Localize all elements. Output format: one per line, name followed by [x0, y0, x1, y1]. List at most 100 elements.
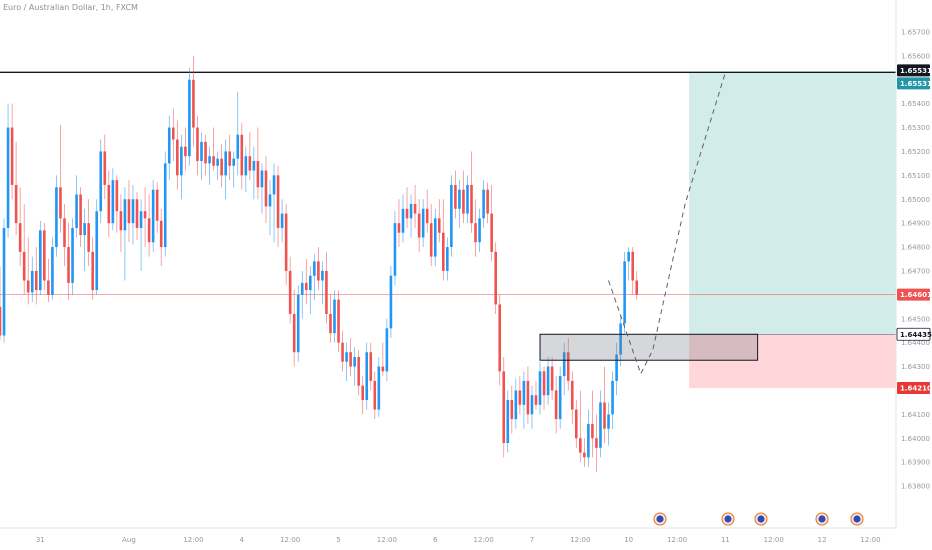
candle-body	[264, 170, 268, 207]
candle-body	[300, 282, 304, 295]
candle	[413, 184, 417, 228]
price-label-box	[897, 288, 930, 301]
candle-body	[599, 402, 602, 448]
candle	[494, 242, 497, 314]
candle-body	[103, 151, 107, 185]
candle	[514, 378, 518, 429]
target-zone[interactable]	[689, 72, 896, 335]
candle	[486, 182, 489, 224]
time-tick-label: 12:00	[183, 536, 203, 544]
candle	[587, 409, 590, 467]
price-label-text: 1.65531	[900, 67, 932, 75]
price-tick-label: 1.64300	[901, 363, 930, 371]
candle	[123, 187, 127, 281]
time-axis[interactable]: :0031Aug12:00412:00512:00612:00712:00101…	[0, 527, 896, 544]
candle	[530, 385, 534, 429]
candle-body	[429, 223, 433, 257]
candle	[18, 187, 22, 267]
candle	[83, 208, 86, 271]
candle	[51, 237, 54, 300]
candle-body	[591, 423, 594, 439]
candle-body	[514, 390, 518, 420]
candle-body	[228, 151, 232, 166]
candle	[442, 199, 445, 281]
candle-body	[22, 251, 26, 281]
candle	[433, 208, 437, 267]
price-label-current: 1.64601	[897, 288, 932, 301]
candle	[212, 127, 215, 171]
event-icon[interactable]	[653, 512, 667, 526]
candle-body	[111, 180, 115, 224]
candle-body	[478, 218, 481, 243]
candle-body	[188, 79, 191, 157]
candle	[196, 115, 199, 176]
price-label-text: 1.65531	[900, 80, 932, 88]
candle-body	[240, 134, 244, 176]
candle	[341, 330, 344, 372]
candle-body	[623, 261, 626, 324]
time-tick-label: 12:00	[280, 536, 300, 544]
candle	[603, 366, 606, 444]
price-axis[interactable]: 1.657001.656001.655001.654001.653001.652…	[895, 0, 932, 550]
event-icon[interactable]	[815, 512, 829, 526]
candle-body	[498, 304, 502, 372]
price-tick-label: 1.64400	[901, 339, 930, 347]
candle-body	[397, 223, 401, 233]
candle-body	[329, 313, 332, 334]
candle	[546, 356, 550, 405]
candle	[462, 170, 465, 224]
candle-body	[574, 409, 578, 439]
candle-body	[26, 280, 30, 293]
candle-body	[296, 294, 300, 353]
candle	[333, 290, 336, 343]
projection-path[interactable]	[608, 72, 726, 375]
candle-body	[176, 139, 179, 176]
candle	[163, 151, 167, 257]
candle-body	[522, 380, 526, 405]
candle	[228, 134, 232, 181]
candle-body	[220, 158, 223, 176]
candle	[47, 259, 50, 303]
candle-body	[288, 270, 292, 314]
candle-body	[268, 194, 272, 207]
candle	[111, 168, 115, 231]
candle-body	[321, 270, 324, 281]
candle	[135, 192, 139, 240]
candle	[510, 385, 514, 434]
event-icon[interactable]	[850, 512, 864, 526]
candle-body	[345, 352, 348, 362]
candle	[349, 337, 352, 377]
candle-body	[462, 189, 465, 214]
price-tick-label: 1.65100	[901, 172, 930, 180]
candle	[127, 180, 131, 243]
candle-body	[611, 380, 614, 415]
candle	[292, 290, 296, 367]
candle-body	[317, 261, 320, 281]
candle	[518, 376, 522, 415]
candle	[248, 132, 252, 181]
time-tick-label: 12:00	[570, 536, 590, 544]
candle	[67, 223, 70, 300]
price-label-box	[897, 382, 930, 395]
demand-zone-rectangle[interactable]	[539, 333, 759, 361]
candle-body	[30, 270, 34, 293]
candle-body	[635, 280, 639, 295]
position-zones	[689, 72, 896, 389]
candle-body	[236, 134, 240, 159]
candle	[107, 170, 111, 238]
stop-zone[interactable]	[689, 334, 896, 389]
candle	[288, 256, 292, 324]
candle	[6, 103, 10, 238]
candle-body	[184, 146, 187, 157]
candle	[256, 127, 260, 200]
candle	[538, 361, 542, 415]
candle-body	[369, 352, 373, 381]
event-icon[interactable]	[754, 512, 768, 526]
candle-body	[309, 275, 312, 291]
price-label-entry: 1.64435	[896, 327, 932, 341]
candle	[357, 349, 360, 396]
price-label-text: 1.64210	[900, 385, 932, 393]
candle-body	[583, 452, 586, 458]
event-icon[interactable]	[721, 512, 735, 526]
